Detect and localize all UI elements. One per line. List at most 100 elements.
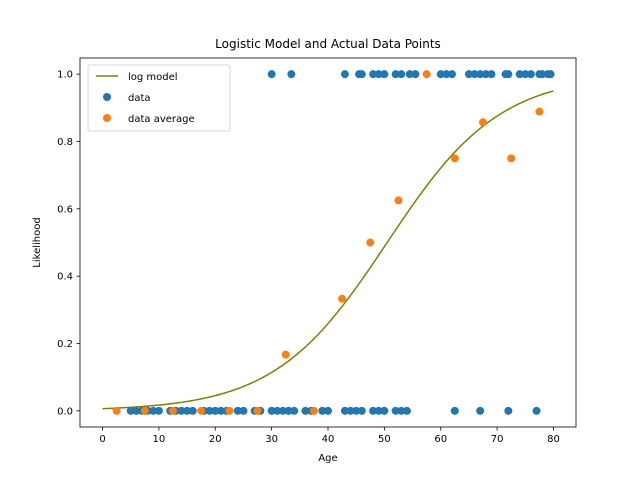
data-point	[442, 70, 451, 79]
data-average-point	[450, 154, 459, 163]
data-point	[126, 406, 135, 415]
data-point	[284, 406, 293, 415]
legend-label-data-average: data average	[128, 114, 195, 125]
data-point	[369, 70, 378, 79]
data-point	[476, 406, 485, 415]
data-average-point	[112, 406, 121, 415]
y-axis-label: Likelihood	[32, 217, 43, 267]
y-tick-label: 0.6	[57, 204, 73, 215]
data-point	[301, 406, 310, 415]
data-point	[211, 406, 220, 415]
data-point	[357, 70, 366, 79]
data-point	[532, 406, 541, 415]
data-average-point	[507, 154, 516, 163]
x-tick-label: 20	[209, 434, 222, 445]
data-average-point	[169, 406, 177, 415]
data-point	[504, 406, 513, 415]
legend-label-data: data	[128, 93, 151, 104]
data-point	[397, 70, 406, 79]
data-average-point	[309, 406, 318, 415]
data-point	[346, 406, 355, 415]
data-point	[374, 70, 383, 79]
data-point	[391, 70, 400, 79]
data-point	[448, 70, 456, 79]
series-line-log-model	[102, 90, 554, 410]
data-average-point	[225, 406, 234, 415]
data-point	[515, 70, 524, 79]
data-average-point	[394, 196, 403, 205]
data-point	[233, 406, 242, 415]
data-point	[278, 406, 287, 415]
data-point	[324, 406, 332, 415]
data-point	[521, 70, 530, 79]
data-point	[411, 70, 420, 79]
y-tick-label: 0.4	[57, 272, 73, 283]
chart-marks	[102, 70, 555, 415]
data-point	[402, 406, 411, 415]
x-tick-label: 50	[378, 434, 391, 445]
data-average-point	[535, 107, 544, 116]
data-average-point	[281, 350, 290, 359]
data-point	[154, 406, 163, 415]
x-tick-label: 60	[434, 434, 447, 445]
data-average-point	[366, 238, 375, 247]
x-tick-label: 80	[547, 434, 560, 445]
data-point	[538, 70, 547, 79]
data-point	[464, 70, 473, 79]
data-point	[216, 406, 225, 415]
data-point	[380, 406, 389, 415]
x-axis-label: Age	[318, 453, 337, 464]
y-tick-label: 1.0	[57, 70, 73, 81]
data-point	[132, 406, 141, 415]
data-point	[391, 406, 400, 415]
data-point	[380, 70, 389, 79]
x-tick-label: 70	[491, 434, 504, 445]
legend: log model data data average	[87, 64, 231, 132]
data-point	[287, 70, 296, 79]
data-point	[526, 70, 535, 79]
data-point	[340, 406, 349, 415]
data-point	[546, 70, 555, 79]
data-average-point	[140, 406, 149, 415]
data-point	[340, 70, 349, 79]
data-point	[183, 406, 192, 415]
data-point	[239, 406, 248, 415]
data-point	[405, 70, 414, 79]
data-point	[487, 70, 496, 79]
data-point	[177, 406, 186, 415]
data-average-point	[479, 118, 487, 127]
x-tick-label: 0	[99, 434, 105, 445]
data-point	[397, 406, 406, 415]
data-point	[267, 70, 276, 79]
x-tick-label: 10	[153, 434, 166, 445]
data-average-point	[422, 70, 431, 79]
legend-label-log-model: log model	[128, 72, 178, 83]
legend-swatch-data-average	[103, 114, 111, 122]
y-tick-label: 0.2	[57, 339, 73, 350]
data-point	[318, 406, 327, 415]
data-point	[374, 406, 383, 415]
y-axis: 0.0 0.2 0.4 0.6 0.8 1.0	[57, 70, 80, 417]
y-tick-label: 0.0	[57, 406, 73, 417]
data-point	[450, 406, 459, 415]
data-point	[357, 406, 366, 415]
x-axis: 0 10 20 30 40 50 60 70 80	[99, 427, 560, 445]
data-point	[481, 70, 490, 79]
data-average-point	[338, 294, 347, 303]
data-point	[504, 70, 513, 79]
data-point	[205, 406, 214, 415]
y-tick-label: 0.8	[57, 137, 73, 148]
data-point	[476, 70, 485, 79]
x-tick-label: 40	[322, 434, 335, 445]
data-point	[290, 406, 299, 415]
data-point	[352, 406, 361, 415]
x-tick-label: 30	[265, 434, 278, 445]
data-point	[149, 406, 158, 415]
legend-swatch-data	[103, 93, 111, 101]
data-average-point	[197, 406, 206, 415]
data-point	[273, 406, 282, 415]
data-point	[470, 70, 479, 79]
data-point	[436, 70, 445, 79]
legend-box	[87, 64, 231, 132]
